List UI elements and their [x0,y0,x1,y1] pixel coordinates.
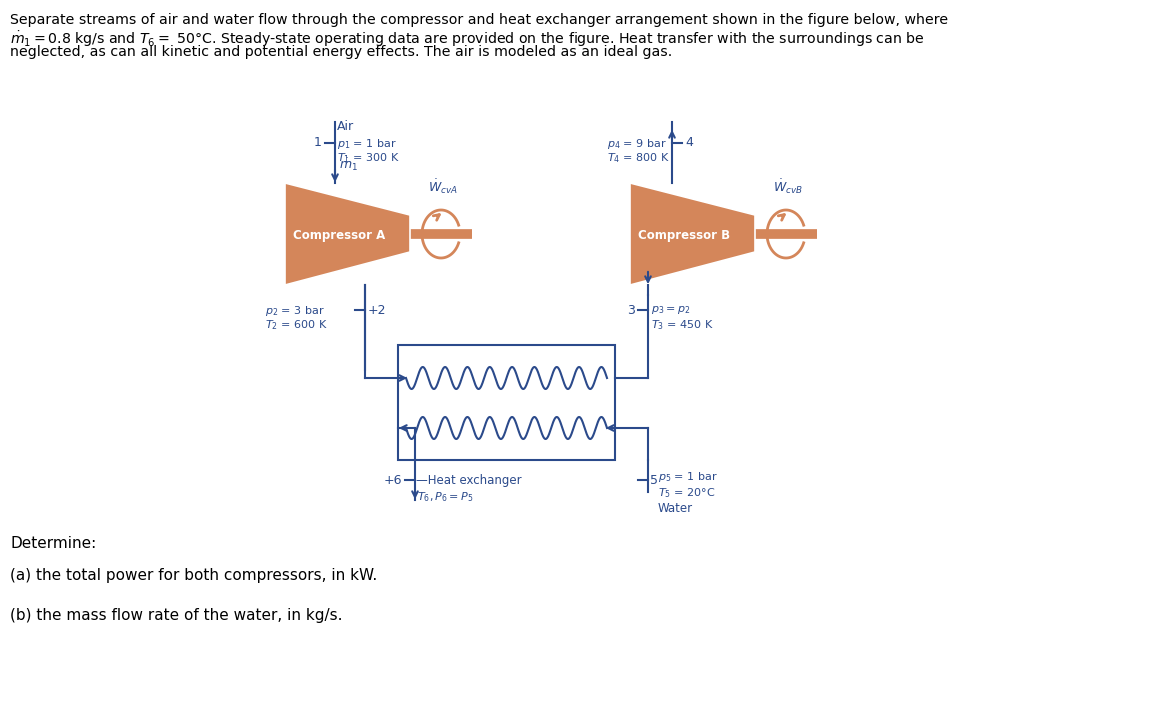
Text: $\dot{m}_1 = 0.8$ kg/s and $T_6 =$ 50°C. Steady-state operating data are provide: $\dot{m}_1 = 0.8$ kg/s and $T_6 =$ 50°C.… [10,29,925,48]
Text: neglected, as can all kinetic and potential energy effects. The air is modeled a: neglected, as can all kinetic and potent… [10,45,673,59]
Polygon shape [286,183,410,285]
Text: $p_2$ = 3 bar: $p_2$ = 3 bar [265,304,325,318]
Text: 3: 3 [627,303,635,317]
Text: Compressor A: Compressor A [294,230,386,242]
Text: $p_4$ = 9 bar: $p_4$ = 9 bar [607,137,667,151]
Text: $\dot{m}_1$: $\dot{m}_1$ [339,157,358,173]
Text: 1: 1 [314,136,323,150]
Text: 5: 5 [650,474,658,486]
Text: $T_3$ = 450 K: $T_3$ = 450 K [651,318,713,332]
Text: $p_3 = p_2$: $p_3 = p_2$ [651,304,690,316]
Text: Air: Air [338,120,354,133]
Text: $T_5$ = 20°C: $T_5$ = 20°C [658,486,716,500]
Text: —Heat exchanger: —Heat exchanger [416,474,521,487]
Text: $T_6, P_6 = P_5$: $T_6, P_6 = P_5$ [417,490,473,504]
Text: $T_1$ = 300 K: $T_1$ = 300 K [338,151,400,165]
Text: $\dot{W}_{cvB}$: $\dot{W}_{cvB}$ [773,178,803,196]
Text: 4: 4 [686,136,692,150]
Text: Separate streams of air and water flow through the compressor and heat exchanger: Separate streams of air and water flow t… [10,13,948,27]
Text: $\dot{W}_{cvA}$: $\dot{W}_{cvA}$ [428,178,458,196]
Text: $T_4$ = 800 K: $T_4$ = 800 K [607,151,669,165]
Polygon shape [630,183,755,285]
Text: +2: +2 [368,303,386,317]
Text: Determine:: Determine: [10,536,96,551]
Text: Compressor B: Compressor B [638,230,731,242]
Bar [398,345,615,460]
Text: Water: Water [658,502,694,515]
Text: $T_2$ = 600 K: $T_2$ = 600 K [265,318,328,332]
Text: (a) the total power for both compressors, in kW.: (a) the total power for both compressors… [10,568,377,583]
Text: $p_5$ = 1 bar: $p_5$ = 1 bar [658,470,718,484]
Text: (b) the mass flow rate of the water, in kg/s.: (b) the mass flow rate of the water, in … [10,608,342,623]
Text: $p_1$ = 1 bar: $p_1$ = 1 bar [338,137,397,151]
Text: +6: +6 [384,474,402,486]
